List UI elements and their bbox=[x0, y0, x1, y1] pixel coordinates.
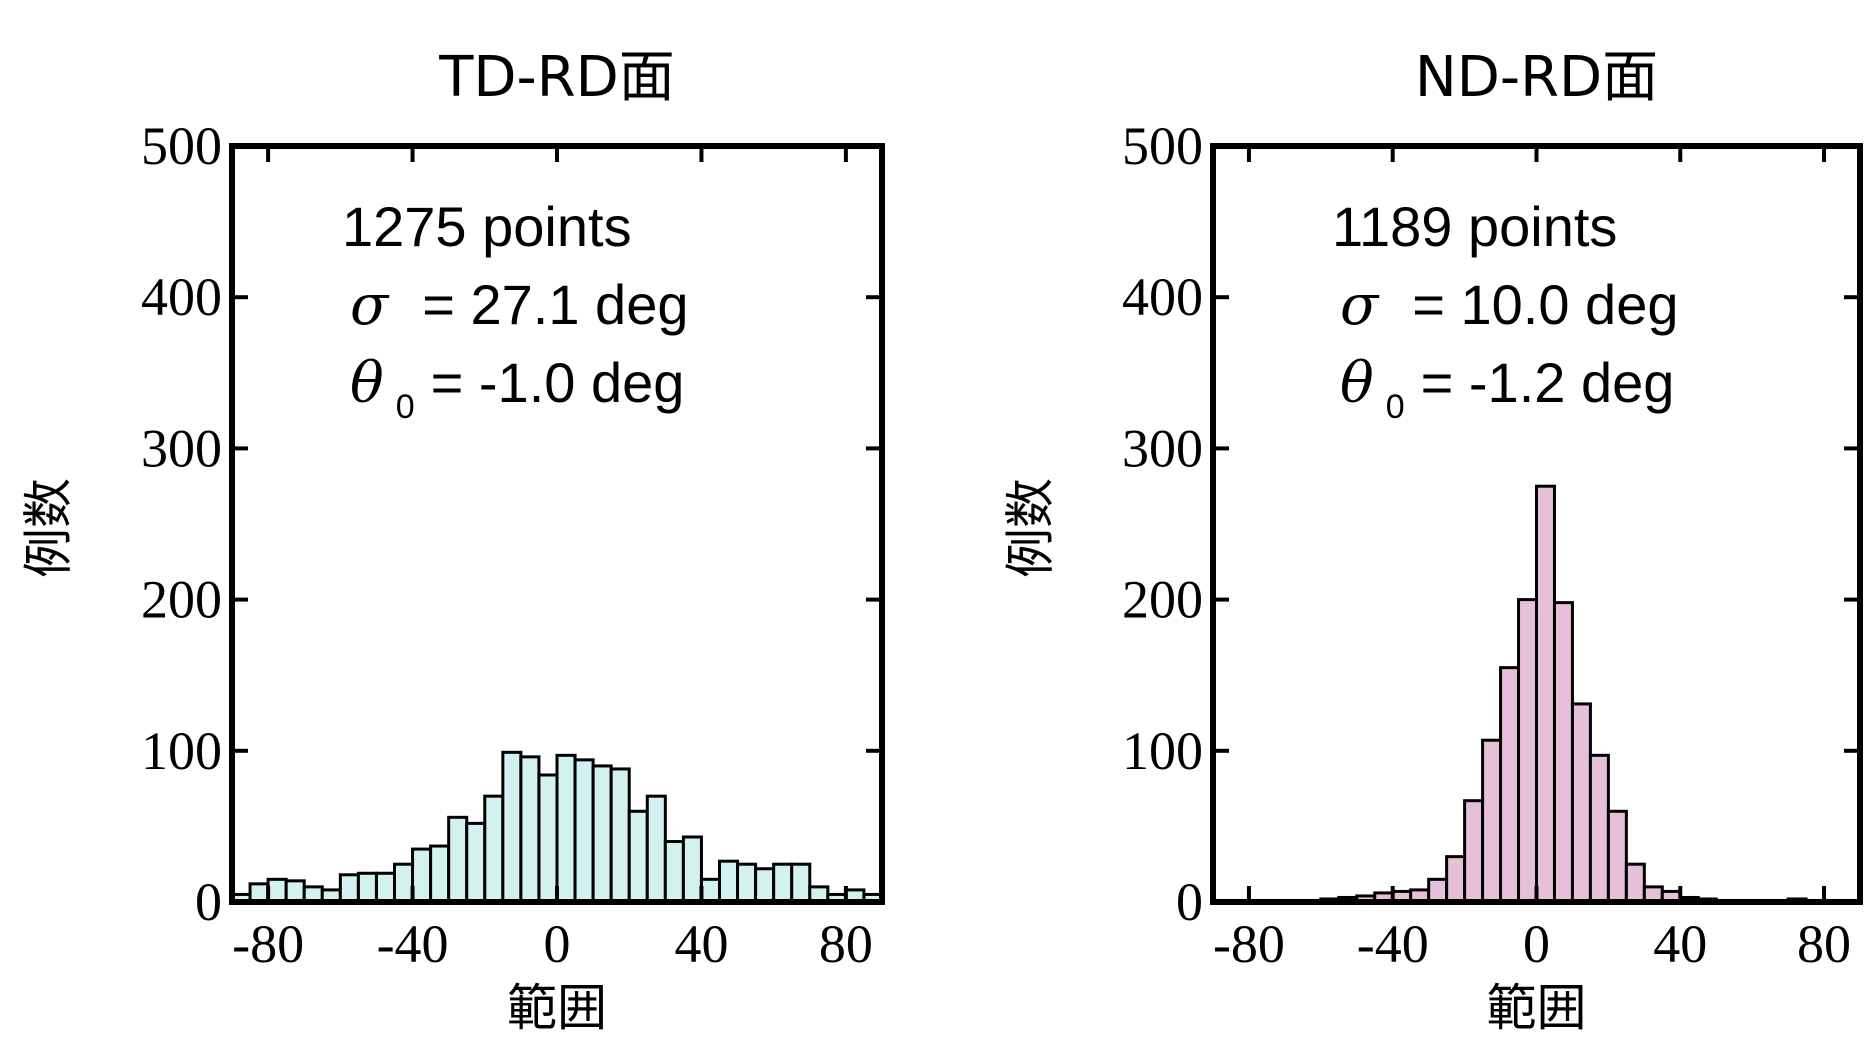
x-tick-label: -40 bbox=[377, 914, 449, 974]
bar bbox=[1445, 855, 1467, 904]
y-tick-label: 400 bbox=[1122, 267, 1203, 327]
annotation-text: = 27.1 deg bbox=[422, 273, 688, 336]
annotation-symbol: σ bbox=[1340, 273, 1380, 338]
x-tick-label: -40 bbox=[1357, 914, 1429, 974]
x-tick-label: 80 bbox=[819, 914, 873, 974]
annotation: 1189 points bbox=[1332, 195, 1617, 258]
x-tick-label: -80 bbox=[1213, 914, 1285, 974]
y-tick-label: 0 bbox=[195, 872, 222, 932]
annotation: σ = 10.0 deg bbox=[1340, 273, 1678, 338]
bar bbox=[645, 794, 667, 904]
annotation-text: = 10.0 deg bbox=[1412, 273, 1678, 336]
y-axis-label: 例数 bbox=[20, 478, 78, 578]
bar bbox=[1535, 484, 1556, 904]
annotation-symbol: θ bbox=[350, 351, 384, 416]
bar bbox=[356, 871, 378, 904]
bar bbox=[465, 821, 487, 904]
y-tick-label: 500 bbox=[141, 116, 222, 176]
bar bbox=[338, 873, 360, 904]
y-tick-label: 100 bbox=[1122, 721, 1203, 781]
bar bbox=[1552, 601, 1574, 904]
bar bbox=[772, 862, 794, 904]
bar bbox=[501, 750, 523, 904]
x-tick-label: 0 bbox=[544, 914, 571, 974]
bar bbox=[1499, 666, 1521, 904]
x-tick-label: 80 bbox=[1797, 914, 1851, 974]
y-tick-label: 0 bbox=[1176, 872, 1203, 932]
y-tick-label: 500 bbox=[1122, 116, 1203, 176]
y-tick-label: 400 bbox=[141, 267, 222, 327]
bar bbox=[429, 844, 451, 904]
bar bbox=[1570, 702, 1592, 904]
y-tick-label: 200 bbox=[1122, 570, 1203, 630]
bar bbox=[483, 794, 505, 904]
annotation: 1275 points bbox=[342, 195, 632, 258]
bar bbox=[591, 764, 613, 904]
bar bbox=[1624, 862, 1646, 904]
y-axis-label: 例数 bbox=[1002, 478, 1060, 578]
y-tick-label: 100 bbox=[141, 721, 222, 781]
annotation-subscript: 0 bbox=[396, 388, 415, 426]
annotation-text: 1189 points bbox=[1332, 195, 1617, 258]
bar bbox=[627, 809, 649, 904]
bar bbox=[1588, 753, 1610, 904]
bar bbox=[266, 877, 288, 904]
bar bbox=[681, 835, 703, 904]
bar bbox=[393, 862, 415, 904]
bar bbox=[699, 877, 722, 904]
y-tick-label: 300 bbox=[1122, 418, 1203, 478]
bar bbox=[1606, 809, 1628, 904]
annotation-subscript: 0 bbox=[1386, 388, 1405, 426]
bar bbox=[609, 767, 631, 904]
bar bbox=[1481, 738, 1503, 904]
bar bbox=[663, 840, 685, 904]
bar bbox=[1463, 799, 1485, 904]
bar bbox=[411, 847, 433, 904]
x-tick-label: 40 bbox=[674, 914, 728, 974]
bar bbox=[718, 859, 740, 904]
bar bbox=[447, 815, 469, 904]
annotation-text: = -1.2 deg bbox=[1421, 351, 1675, 414]
annotation-symbol: θ bbox=[1340, 351, 1374, 416]
annotation-symbol: σ bbox=[350, 273, 390, 338]
x-tick-label: 40 bbox=[1653, 914, 1707, 974]
annotation: θ 0 = -1.0 deg bbox=[350, 351, 684, 426]
bar bbox=[736, 862, 758, 904]
bar bbox=[555, 753, 577, 904]
annotation-text: = -1.0 deg bbox=[431, 351, 685, 414]
y-tick-label: 300 bbox=[141, 418, 222, 478]
x-tick-label: 0 bbox=[1523, 914, 1550, 974]
y-tick-label: 200 bbox=[141, 570, 222, 630]
bar bbox=[1517, 598, 1539, 904]
annotation: σ = 27.1 deg bbox=[350, 273, 688, 338]
bar bbox=[1427, 877, 1449, 904]
chart-title: ND-RD面 bbox=[1415, 45, 1658, 110]
bar bbox=[374, 871, 397, 904]
annotation: θ 0 = -1.2 deg bbox=[1340, 351, 1674, 426]
x-axis-label: 範囲 bbox=[507, 979, 607, 1037]
bar bbox=[754, 867, 776, 904]
bar bbox=[284, 879, 306, 904]
annotation-text: 1275 points bbox=[342, 195, 632, 258]
chart-title: TD-RD面 bbox=[438, 45, 675, 110]
x-tick-label: -80 bbox=[232, 914, 304, 974]
bar bbox=[519, 755, 541, 904]
bar bbox=[537, 773, 559, 904]
bar bbox=[573, 758, 595, 904]
x-axis-label: 範囲 bbox=[1487, 979, 1587, 1037]
bar bbox=[790, 862, 812, 904]
